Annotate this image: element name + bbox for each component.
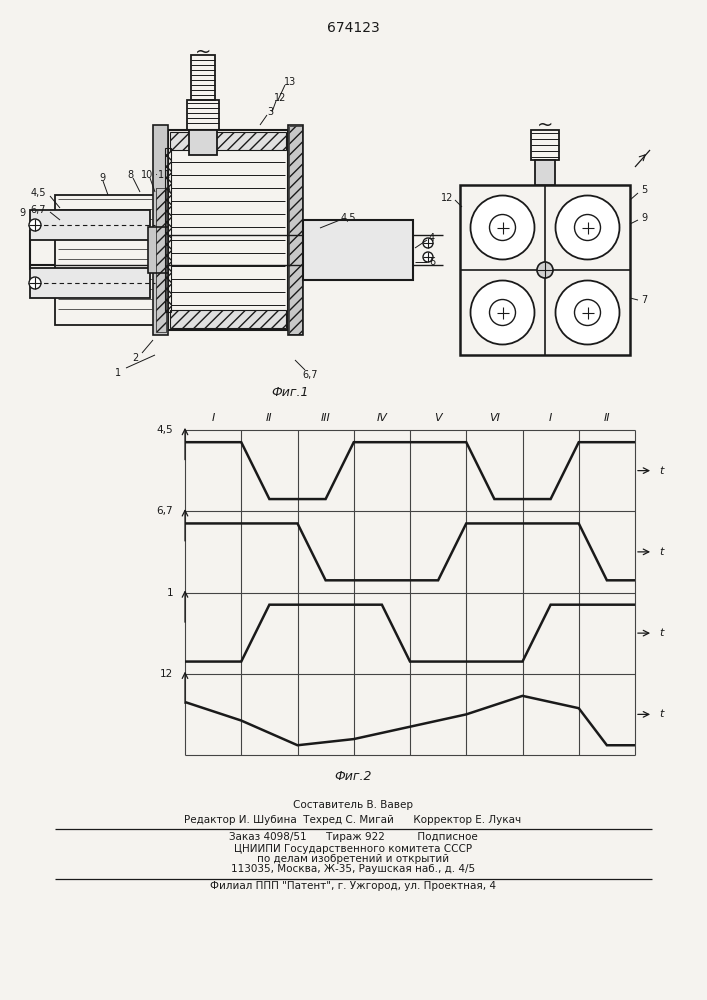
- Bar: [55, 195, 155, 325]
- Bar: [148, 227, 168, 273]
- Circle shape: [423, 252, 433, 262]
- Bar: [156, 188, 166, 332]
- Text: 9: 9: [99, 173, 105, 183]
- Bar: [170, 310, 286, 328]
- Text: 674123: 674123: [327, 21, 380, 35]
- Text: III: III: [321, 413, 330, 423]
- Text: 113035, Москва, Ж-35, Раушская наб., д. 4/5: 113035, Москва, Ж-35, Раушская наб., д. …: [231, 864, 475, 874]
- Text: Филиал ППП "Патент", г. Ужгород, ул. Проектная, 4: Филиал ППП "Патент", г. Ужгород, ул. Про…: [210, 881, 496, 891]
- Text: 12: 12: [274, 93, 286, 103]
- Text: 9: 9: [641, 213, 647, 223]
- Text: по делам изобретений и открытий: по делам изобретений и открытий: [257, 854, 449, 864]
- Text: Составитель В. Вавер: Составитель В. Вавер: [293, 800, 413, 810]
- Circle shape: [489, 215, 515, 240]
- Text: I: I: [549, 413, 552, 423]
- Circle shape: [489, 300, 515, 326]
- Text: ~: ~: [195, 42, 211, 62]
- Text: 4,5: 4,5: [156, 425, 173, 435]
- Bar: [303, 220, 413, 280]
- Bar: [170, 132, 286, 150]
- Bar: [165, 148, 171, 312]
- Text: 2: 2: [132, 353, 138, 363]
- Text: 6,7: 6,7: [303, 370, 317, 380]
- Text: 3: 3: [267, 107, 273, 117]
- Bar: [460, 185, 630, 355]
- Bar: [30, 268, 150, 298]
- Bar: [187, 100, 219, 130]
- Text: II: II: [604, 413, 610, 423]
- Bar: [289, 126, 302, 334]
- Text: Заказ 4098/51      Тираж 922          Подписное: Заказ 4098/51 Тираж 922 Подписное: [228, 832, 477, 842]
- Text: 6,7: 6,7: [30, 205, 46, 215]
- Bar: [155, 187, 167, 333]
- Bar: [168, 130, 288, 330]
- Text: I: I: [211, 413, 215, 423]
- Text: 1: 1: [166, 587, 173, 597]
- Bar: [153, 125, 168, 335]
- Text: Редактор И. Шубина  Техред С. Мигай      Корректор Е. Лукач: Редактор И. Шубина Техред С. Мигай Корре…: [185, 815, 522, 825]
- Text: VI: VI: [489, 413, 500, 423]
- Circle shape: [575, 300, 600, 326]
- Circle shape: [556, 280, 619, 344]
- Bar: [531, 130, 559, 160]
- Text: 9: 9: [19, 208, 25, 218]
- Text: 13: 13: [284, 77, 296, 87]
- Circle shape: [29, 219, 41, 231]
- Text: Фиг.2: Фиг.2: [334, 770, 372, 784]
- Bar: [288, 125, 303, 335]
- Text: 4,5: 4,5: [340, 213, 356, 223]
- Circle shape: [537, 262, 553, 278]
- Circle shape: [29, 277, 41, 289]
- Text: IV: IV: [376, 413, 387, 423]
- Bar: [30, 210, 150, 240]
- Text: ЦНИИПИ Государственного комитета СССР: ЦНИИПИ Государственного комитета СССР: [234, 844, 472, 854]
- Bar: [189, 130, 217, 155]
- Text: II: II: [266, 413, 273, 423]
- Text: t: t: [659, 547, 663, 557]
- Text: 12: 12: [160, 669, 173, 679]
- Text: ~: ~: [537, 115, 553, 134]
- Text: 12: 12: [440, 193, 453, 203]
- Circle shape: [423, 238, 433, 248]
- Circle shape: [470, 280, 534, 344]
- Text: t: t: [659, 628, 663, 638]
- Text: 6: 6: [429, 257, 435, 267]
- Text: ·11: ·11: [156, 170, 170, 180]
- Text: 6,7: 6,7: [156, 506, 173, 516]
- Text: 5: 5: [641, 185, 647, 195]
- Circle shape: [575, 215, 600, 240]
- Text: 1: 1: [115, 368, 121, 378]
- Text: V: V: [434, 413, 442, 423]
- Text: 4,5: 4,5: [30, 188, 46, 198]
- Text: 4: 4: [429, 233, 435, 243]
- Text: 8: 8: [127, 170, 133, 180]
- Text: t: t: [659, 709, 663, 719]
- Bar: [535, 160, 555, 185]
- Bar: [191, 55, 215, 100]
- Circle shape: [470, 196, 534, 259]
- Text: Фиг.1: Фиг.1: [271, 386, 309, 399]
- Circle shape: [556, 196, 619, 259]
- Text: 7: 7: [641, 295, 647, 305]
- Text: 10: 10: [141, 170, 153, 180]
- Text: t: t: [659, 466, 663, 476]
